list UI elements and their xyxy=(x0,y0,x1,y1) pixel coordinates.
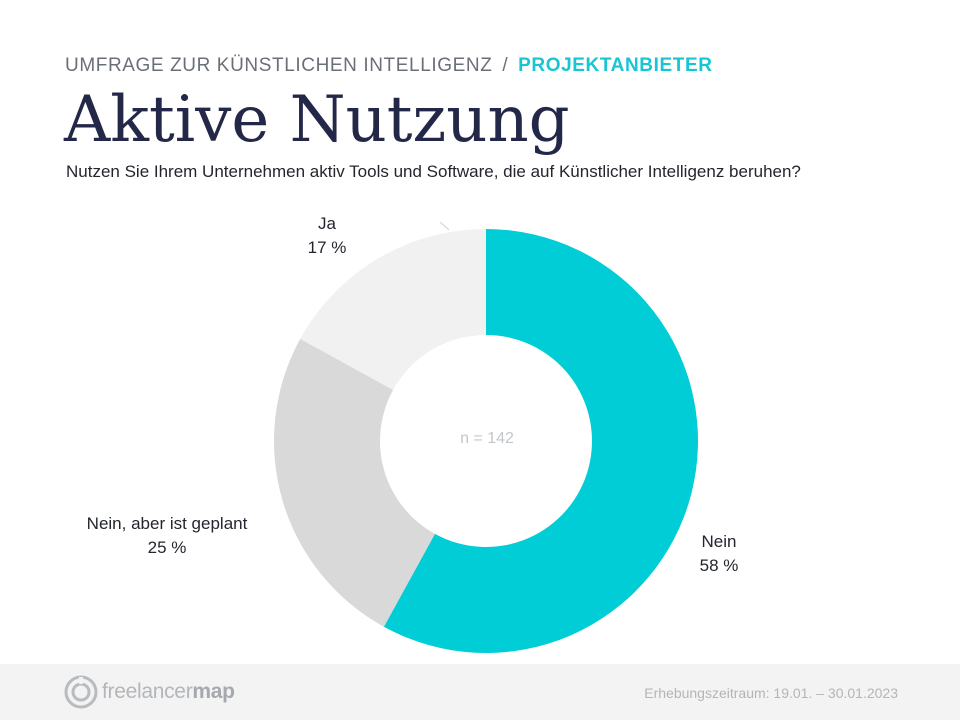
kicker-accent: PROJEKTANBIETER xyxy=(518,55,713,76)
donut-slice-nein-aber-ist-geplant xyxy=(274,338,435,627)
slice-label-nein: Nein 58 % xyxy=(684,530,754,578)
freelancermap-logo: freelancermap xyxy=(64,674,235,710)
kicker-main: UMFRAGE ZUR KÜNSTLICHEN INTELLIGENZ xyxy=(65,55,493,76)
page-title: Aktive Nutzung xyxy=(64,83,570,157)
slice-value-geplant: 25 % xyxy=(147,538,187,557)
donut-slice-nein xyxy=(383,229,698,654)
slice-value-nein: 58 % xyxy=(699,556,739,575)
logo-text-light: freelancer xyxy=(102,680,193,703)
logo-wordmark: freelancermap xyxy=(102,680,235,704)
slice-label-geplant: Nein, aber ist geplant 25 % xyxy=(52,512,282,560)
logo-text-bold: map xyxy=(192,680,235,703)
survey-question: Nutzen Sie Ihrem Unternehmen aktiv Tools… xyxy=(66,162,801,181)
logo-mark-icon xyxy=(64,675,98,709)
leader-line-ja xyxy=(439,221,450,231)
survey-kicker: UMFRAGE ZUR KÜNSTLICHEN INTELLIGENZ / PR… xyxy=(65,55,713,77)
slice-name-nein: Nein xyxy=(701,532,737,551)
slice-name-ja: Ja xyxy=(318,214,336,233)
donut-slices xyxy=(274,229,698,654)
footer-bar: freelancermap Erhebungszeitraum: 19.01. … xyxy=(0,664,960,720)
donut-slice-ja xyxy=(300,229,486,390)
slice-value-ja: 17 % xyxy=(307,238,347,257)
kicker-separator: / xyxy=(502,55,509,76)
slice-name-geplant: Nein, aber ist geplant xyxy=(86,514,248,533)
sample-size-label: n = 142 xyxy=(460,430,514,447)
survey-period: Erhebungszeitraum: 19.01. – 30.01.2023 xyxy=(644,685,898,701)
slice-label-ja: Ja 17 % xyxy=(287,212,367,260)
